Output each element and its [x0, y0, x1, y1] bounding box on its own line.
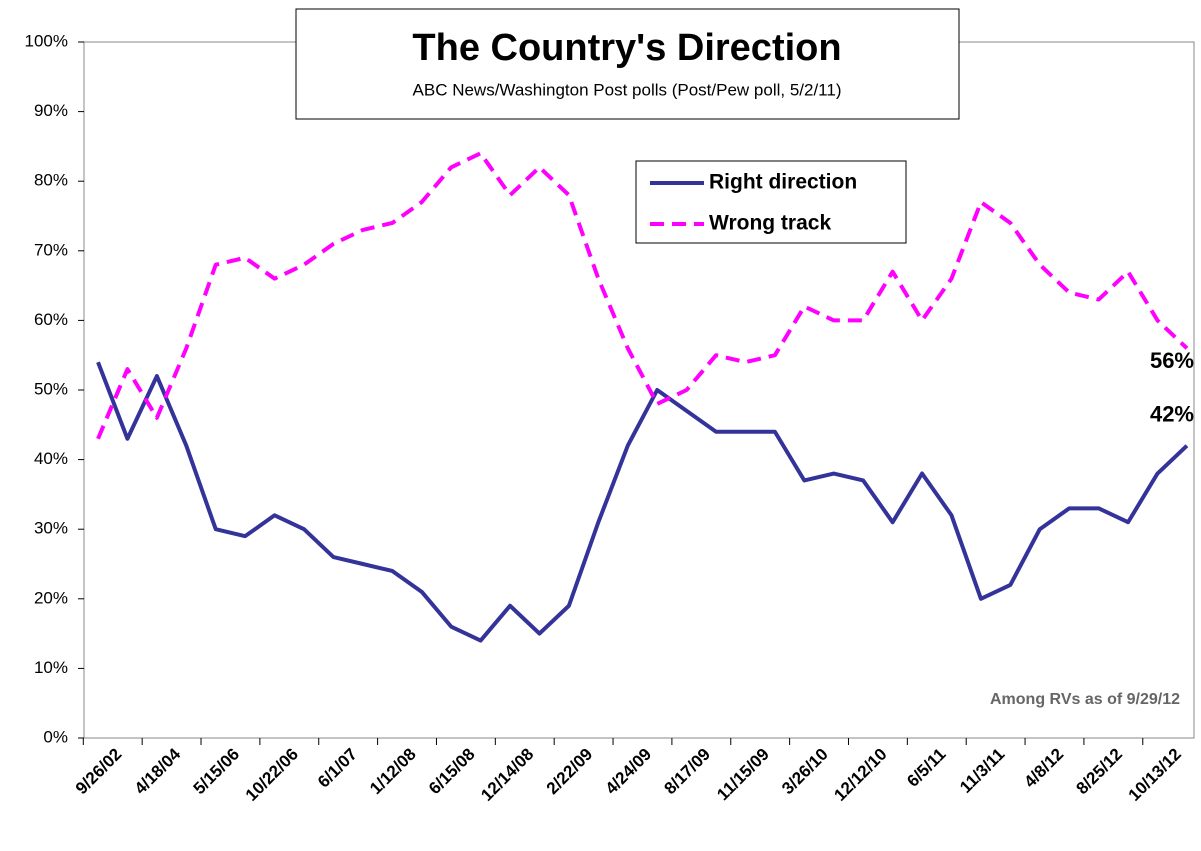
legend-label: Right direction: [709, 171, 857, 194]
y-tick-label: 80%: [34, 171, 68, 190]
title-box: [295, 8, 960, 120]
x-tick-label: 12/12/10: [830, 745, 890, 805]
x-tick-label: 4/8/12: [1020, 745, 1067, 792]
x-tick-label: 9/26/02: [72, 745, 126, 799]
x-tick-label: 12/14/08: [477, 745, 537, 805]
y-tick-label: 100%: [25, 31, 68, 50]
x-tick-label: 4/24/09: [602, 745, 656, 799]
chart-title: The Country's Direction: [412, 27, 841, 69]
x-tick-label: 6/5/11: [903, 745, 949, 791]
y-tick-label: 60%: [34, 310, 68, 329]
x-tick-label: 6/1/07: [314, 745, 361, 792]
y-tick-label: 40%: [34, 449, 68, 468]
x-tick-label: 3/26/10: [778, 745, 832, 799]
x-tick-label: 10/13/12: [1125, 745, 1185, 805]
x-tick-label: 1/12/08: [366, 745, 420, 799]
y-tick-label: 10%: [34, 658, 68, 677]
y-tick-label: 0%: [43, 727, 68, 746]
x-tick-label: 5/15/06: [190, 745, 244, 799]
chart-subtitle: ABC News/Washington Post polls (Post/Pew…: [413, 80, 842, 99]
note: Among RVs as of 9/29/12: [990, 691, 1180, 708]
legend-box: [635, 160, 907, 244]
plot-frame: [83, 41, 1195, 739]
y-tick-label: 50%: [34, 379, 68, 398]
y-tick-label: 70%: [34, 240, 68, 259]
y-tick-label: 90%: [34, 101, 68, 120]
x-tick-label: 8/25/12: [1073, 745, 1127, 799]
x-tick-label: 11/3/11: [956, 745, 1008, 797]
x-tick-label: 10/22/06: [242, 745, 302, 805]
legend-label: Wrong track: [709, 212, 831, 235]
series-line: [96, 361, 1189, 643]
y-tick-label: 20%: [34, 588, 68, 607]
x-tick-label: 8/17/09: [660, 745, 714, 799]
x-tick-label: 2/22/09: [543, 745, 597, 799]
series-line: [96, 151, 1189, 440]
x-tick-label: 4/18/04: [131, 744, 185, 798]
end-label: 42%: [1150, 401, 1194, 426]
end-label: 56%: [1150, 348, 1194, 373]
y-tick-label: 30%: [34, 519, 68, 538]
x-tick-label: 6/15/08: [425, 745, 479, 799]
x-tick-label: 11/15/09: [713, 745, 773, 805]
